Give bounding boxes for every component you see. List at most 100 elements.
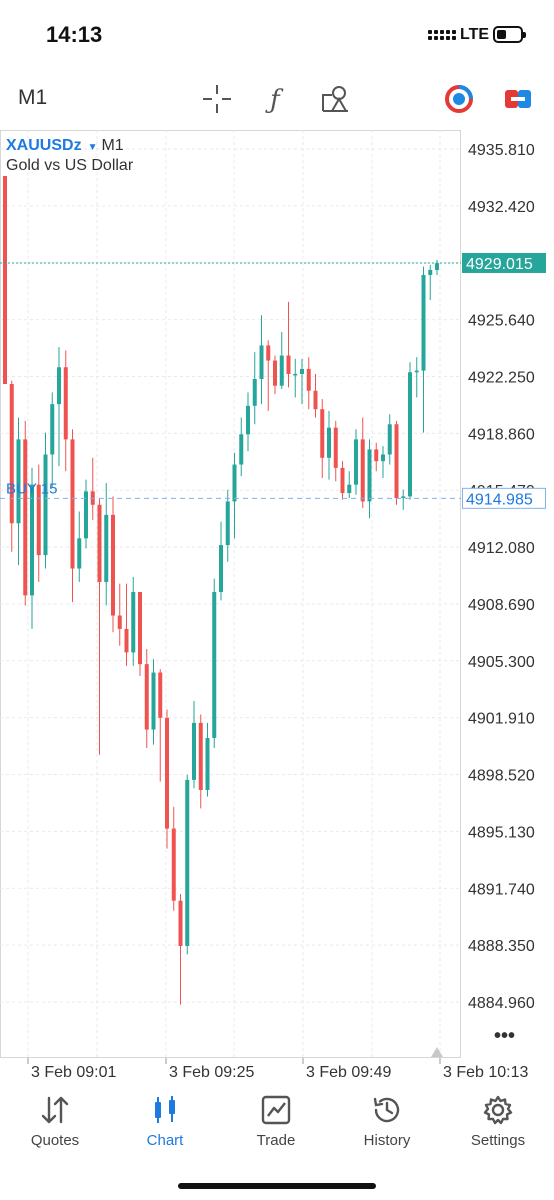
nav-quotes[interactable]: Quotes	[0, 1088, 110, 1168]
nav-settings[interactable]: Settings	[443, 1088, 553, 1168]
status-bar: 14:13 LTE	[0, 0, 554, 70]
status-time: 14:13	[46, 22, 103, 47]
candle-body	[205, 737, 210, 790]
current-price-badge	[462, 252, 546, 273]
candle-body	[124, 628, 129, 653]
candle-body	[300, 368, 304, 374]
y-tick-label: 4888.350	[468, 938, 535, 955]
order-label[interactable]: BUY 15	[6, 480, 57, 497]
candle-body	[340, 467, 345, 494]
candle-body	[320, 409, 325, 458]
home-indicator	[178, 1183, 376, 1189]
candle-body	[97, 504, 102, 582]
one-click-trade-icon[interactable]	[443, 83, 475, 115]
symbol-timeframe: M1	[101, 137, 124, 154]
candle-body	[77, 538, 82, 569]
signal-strength-icon	[428, 28, 456, 44]
y-tick-label: 4935.810	[468, 142, 535, 159]
order-price-badge	[462, 487, 546, 509]
candle-body	[84, 491, 88, 539]
candle-body	[286, 355, 291, 374]
candle-body	[374, 449, 379, 462]
candle-body	[333, 427, 338, 468]
candle-body	[171, 828, 176, 901]
candle-body	[279, 355, 284, 386]
scroll-end-marker-icon[interactable]	[431, 1047, 443, 1057]
objects-icon[interactable]	[320, 83, 352, 115]
crosshair-icon[interactable]	[201, 83, 233, 115]
nav-history[interactable]: History	[332, 1088, 442, 1168]
candle-body	[151, 672, 156, 730]
candle-body	[360, 439, 365, 502]
y-tick-label: 4895.130	[468, 824, 535, 841]
candle-body	[232, 464, 237, 502]
candle-body	[3, 176, 7, 385]
candle-body	[138, 592, 142, 665]
candle-body	[408, 372, 412, 497]
candle-body	[347, 484, 352, 494]
y-tick-label: 4898.520	[468, 768, 535, 785]
nav-trade[interactable]: Trade	[221, 1088, 331, 1168]
bottom-navigation: Quotes Chart Trade History	[0, 1088, 554, 1168]
trade-toggle-icon[interactable]	[502, 83, 534, 115]
nav-chart[interactable]: Chart	[110, 1088, 220, 1168]
candle-body	[70, 439, 75, 569]
candle-body	[219, 545, 223, 593]
network-type: LTE	[460, 26, 490, 43]
candle-body	[421, 274, 426, 371]
candle-body	[131, 592, 136, 653]
y-tick-label: 4925.640	[468, 313, 535, 330]
trade-icon	[261, 1095, 291, 1125]
candle-body	[9, 384, 14, 524]
candle-body	[401, 496, 406, 499]
candle-body	[63, 367, 68, 440]
candle-body	[414, 370, 419, 373]
timeframe-button[interactable]: M1	[18, 86, 48, 109]
candle-body	[30, 484, 34, 596]
candle-body	[239, 434, 244, 465]
symbol-name[interactable]: XAUUSDz	[6, 137, 82, 154]
settings-icon	[483, 1095, 513, 1125]
candle-body	[16, 439, 21, 524]
y-tick-label: 4932.420	[468, 199, 535, 216]
candle-body	[293, 373, 298, 376]
candle-body	[259, 345, 264, 379]
candle-body	[212, 592, 217, 738]
y-tick-label: 4905.300	[468, 654, 535, 671]
nav-label: Chart	[146, 1132, 184, 1149]
candle-body	[57, 367, 61, 405]
symbol-description: Gold vs US Dollar	[6, 157, 134, 174]
candle-body	[252, 378, 257, 406]
nav-label: Trade	[256, 1132, 296, 1149]
candle-body	[23, 439, 28, 596]
candle-body	[165, 717, 169, 829]
y-tick-label: 4884.960	[468, 995, 535, 1012]
candle-body	[327, 427, 331, 458]
history-icon	[373, 1097, 400, 1123]
nav-label: Quotes	[30, 1132, 80, 1149]
price-chart[interactable]: 4935.810 4932.420 4929.015 4925.640 4922.250…	[0, 130, 554, 1090]
candle-body	[306, 368, 311, 391]
candle-body	[117, 615, 122, 629]
y-tick-label: 4901.910	[468, 711, 535, 728]
x-tick-label: 3 Feb 09:25	[169, 1064, 255, 1081]
candle-body	[158, 672, 163, 718]
chart-icon	[155, 1096, 175, 1123]
candle-body	[246, 405, 250, 435]
candle-body	[381, 454, 385, 462]
nav-label: Settings	[470, 1132, 526, 1149]
candle-body	[104, 514, 109, 582]
candle-body	[50, 404, 55, 455]
battery-icon	[493, 26, 526, 43]
x-tick-label: 3 Feb 09:01	[31, 1064, 117, 1081]
symbol-header[interactable]: XAUUSDz ▼ M1	[6, 137, 124, 155]
more-menu-icon[interactable]: •••	[494, 1025, 515, 1047]
y-tick-label: 4912.080	[468, 540, 535, 557]
candle-body	[435, 263, 439, 270]
candle-body	[144, 664, 149, 730]
nav-label: History	[363, 1132, 411, 1149]
plot-area	[0, 130, 461, 1058]
symbol-dropdown-icon[interactable]: ▼	[87, 142, 98, 153]
candle-body	[36, 484, 41, 556]
function-icon[interactable]: ƒ	[261, 83, 293, 115]
